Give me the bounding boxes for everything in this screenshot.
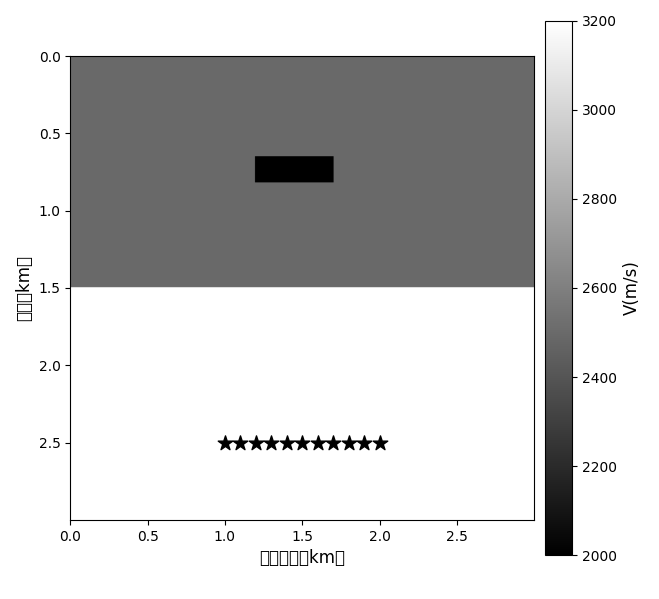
Point bbox=[343, 438, 354, 447]
Point bbox=[219, 438, 230, 447]
Point bbox=[235, 438, 246, 447]
Y-axis label: 深度（km）: 深度（km） bbox=[15, 255, 33, 321]
X-axis label: 水平距离（km）: 水平距离（km） bbox=[259, 549, 345, 567]
Point bbox=[266, 438, 277, 447]
Point bbox=[374, 438, 385, 447]
Point bbox=[328, 438, 339, 447]
Point bbox=[250, 438, 261, 447]
Y-axis label: V(m/s): V(m/s) bbox=[623, 261, 641, 316]
Point bbox=[297, 438, 308, 447]
Point bbox=[281, 438, 292, 447]
Point bbox=[358, 438, 369, 447]
Point bbox=[312, 438, 323, 447]
